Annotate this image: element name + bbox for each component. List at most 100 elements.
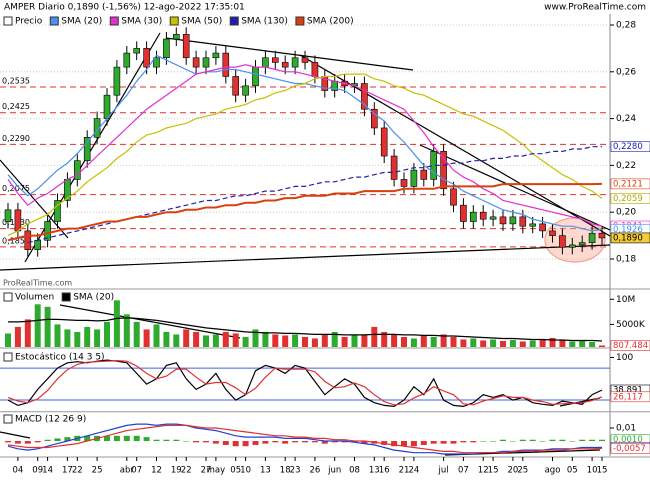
series-line [7, 73, 603, 237]
volume-bar [133, 321, 140, 347]
volume-bar [381, 331, 388, 347]
price-tag-label: 0,2059 [613, 194, 643, 204]
x-tick-label: 21 [399, 466, 410, 476]
histogram-bar [391, 441, 398, 447]
candle-body [559, 235, 566, 248]
series-line [8, 317, 603, 342]
level-label: 0,2535 [2, 77, 30, 86]
histogram-bar [212, 441, 219, 444]
x-tick-label: 13 [260, 466, 271, 476]
series-line [7, 423, 603, 455]
histogram-bar [311, 441, 318, 443]
volume-bar [371, 326, 378, 347]
candle-body [74, 160, 81, 180]
volume-bar [480, 340, 487, 347]
volume-bar [94, 329, 101, 347]
x-tick-label: 24 [408, 466, 419, 476]
histogram-bar [500, 439, 506, 442]
histogram-bar [34, 441, 41, 443]
candle-body [440, 151, 447, 190]
legend-swatch [61, 292, 71, 302]
histogram-bar [361, 441, 368, 444]
watermark: ProRealTime.com [3, 279, 72, 288]
price-tag-label: 0,1890 [613, 233, 643, 243]
volume-bar [232, 333, 239, 347]
candle-body [450, 188, 457, 206]
trendline [165, 37, 414, 71]
candle-body [370, 108, 378, 129]
volume-bar [84, 326, 91, 347]
histogram-bar [272, 441, 279, 443]
volume-bar [44, 306, 51, 347]
candle-body [400, 179, 408, 187]
histogram-bar [24, 441, 31, 444]
x-tick-label: 05 [567, 466, 578, 476]
trendline [419, 144, 611, 231]
histogram-bar [440, 441, 447, 444]
series-line [7, 359, 603, 406]
volume-bar [203, 335, 209, 347]
candle-body [271, 57, 279, 63]
histogram-bar [173, 439, 180, 442]
volume-bar [440, 334, 447, 347]
histogram-bar [519, 439, 526, 442]
volume-bar [500, 340, 506, 347]
x-tick-label: 12 [478, 466, 489, 476]
volume-bar [222, 331, 229, 347]
level-label: 0,2425 [2, 102, 30, 111]
candle-body [588, 232, 596, 243]
y-tick-label: 0,28 [616, 20, 636, 30]
y-tick-label: 10M [616, 295, 635, 305]
series-line [7, 359, 603, 408]
y-tick-label: 0,24 [616, 114, 636, 124]
volume-bar [143, 329, 150, 347]
volume-bar [74, 331, 81, 347]
histogram-bar [420, 441, 427, 445]
volume-bar [272, 334, 279, 347]
volume-bar [450, 336, 457, 347]
series-line [7, 64, 603, 227]
candle-body [34, 239, 42, 250]
candle-body [361, 83, 368, 110]
volume-bar [460, 339, 467, 347]
x-tick-label: 17 [62, 466, 73, 476]
volume-bar [282, 335, 289, 347]
price-tag-label: 0,2280 [613, 142, 643, 152]
volume-bar [579, 340, 586, 347]
legend-label: SMA (200) [307, 17, 354, 27]
legend-swatch [169, 16, 179, 26]
x-tick-label: jul [438, 466, 449, 476]
volume-bar [14, 326, 21, 347]
x-tick-label: ago [545, 466, 561, 476]
histogram-bar [64, 437, 71, 442]
candle-body [568, 244, 576, 248]
candle-body [133, 48, 140, 54]
volume-bar [410, 338, 417, 347]
candle-body [410, 169, 418, 187]
histogram-bar [509, 441, 516, 442]
candle-body [460, 204, 467, 222]
histogram-bar [84, 435, 91, 442]
candle-body [539, 223, 546, 232]
volume-bar [212, 334, 219, 347]
y-tick-label: 0,22 [616, 161, 636, 171]
volume-bar [262, 331, 269, 347]
histogram-bar [569, 441, 576, 442]
histogram-bar [5, 441, 11, 443]
histogram-bar [450, 441, 457, 444]
x-tick-label: 08 [349, 466, 360, 476]
candle-body [479, 211, 487, 220]
histogram-bar [193, 441, 200, 443]
legend-swatch [3, 16, 13, 26]
volume-bar [311, 338, 318, 347]
candle-body [212, 52, 220, 59]
price-tag-label: 0,0010 [613, 435, 643, 445]
volume-bar [519, 341, 526, 347]
candle-body [489, 216, 497, 220]
volume-bar [242, 336, 249, 347]
trendline [0, 159, 69, 239]
x-tick-label: 15 [597, 466, 608, 476]
x-tick-label: 25 [517, 466, 528, 476]
x-tick-label: 05 [230, 466, 241, 476]
x-tick-label: 20 [507, 466, 518, 476]
